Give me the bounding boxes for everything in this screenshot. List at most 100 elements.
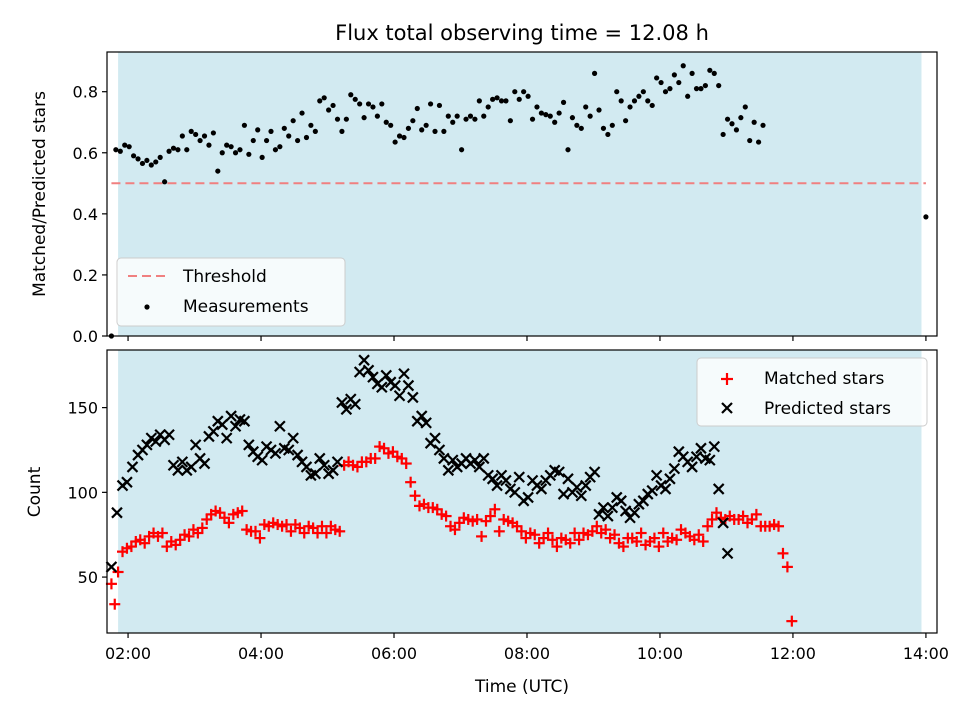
matched-star-point	[781, 561, 793, 573]
measurement-point	[574, 122, 580, 128]
measurement-point	[689, 70, 695, 76]
measurement-point	[467, 113, 474, 119]
measurement-point	[636, 93, 642, 99]
legend-matched-swatch	[721, 373, 733, 385]
predicted-star-point	[535, 483, 548, 495]
matched-points	[105, 441, 798, 627]
predicted-star-point	[579, 479, 592, 492]
predicted-star-point	[376, 381, 388, 394]
top-points	[108, 63, 929, 339]
measurement-point	[543, 112, 549, 118]
measurement-point	[716, 82, 722, 89]
predicted-star-point	[597, 501, 610, 514]
y-tick-label: 100	[67, 483, 98, 502]
predicted-star-point	[415, 410, 428, 422]
matched-star-point	[493, 525, 505, 537]
predicted-star-point	[407, 391, 419, 404]
predicted-star-point	[664, 473, 676, 485]
matched-star-point	[657, 527, 669, 539]
measurement-point	[512, 89, 518, 95]
measurement-point	[330, 102, 336, 109]
predicted-star-point	[358, 354, 370, 366]
measurement-point	[157, 154, 163, 160]
measurement-point	[162, 179, 168, 185]
matched-star-point	[600, 524, 612, 536]
predicted-star-point	[313, 452, 326, 465]
x-tick-label: 08:00	[504, 644, 550, 663]
predicted-star-point	[189, 439, 202, 451]
measurement-point	[148, 162, 154, 168]
predicted-star-point	[477, 452, 490, 465]
matched-star-point	[369, 452, 381, 464]
measurement-point	[702, 82, 708, 89]
predicted-star-point	[571, 481, 583, 494]
measurement-point	[671, 72, 677, 78]
measurement-point	[326, 107, 332, 113]
predicted-star-point	[274, 420, 286, 433]
bottom-axes-frame	[106, 349, 938, 634]
predicted-star-point	[668, 462, 681, 475]
predicted-star-point	[216, 418, 229, 431]
predicted-star-point	[340, 403, 353, 416]
measurement-point	[281, 125, 287, 131]
y-tick-label: 0.6	[73, 144, 98, 163]
measurement-point	[144, 157, 150, 164]
predicted-star-point	[141, 439, 153, 451]
matched-star-point	[471, 513, 483, 525]
measurement-point	[357, 101, 363, 107]
measurement-point	[224, 142, 230, 148]
predicted-star-point	[509, 486, 521, 499]
predicted-star-point	[380, 369, 393, 382]
matched-star-point	[139, 537, 151, 549]
measurement-point	[498, 98, 505, 104]
matched-star-point	[609, 529, 621, 541]
predicted-star-point	[318, 459, 330, 472]
predicted-star-point	[282, 444, 295, 456]
measurement-point	[445, 113, 451, 119]
measurement-point	[423, 122, 429, 128]
matched-star-point	[631, 535, 643, 547]
matched-star-point	[484, 510, 496, 522]
measurement-point	[525, 93, 531, 99]
measurement-point	[609, 122, 615, 128]
measurement-point	[751, 119, 757, 125]
predicted-star-point	[225, 410, 237, 422]
predicted-star-point	[126, 461, 139, 473]
predicted-points	[105, 354, 734, 573]
matched-star-point	[285, 525, 297, 537]
matched-star-point	[591, 520, 603, 532]
y-tick-label: 0.2	[73, 266, 98, 285]
measurement-point	[583, 104, 589, 110]
predicted-star-point	[398, 367, 410, 380]
measurement-point	[552, 119, 558, 125]
y-tick-label: 0.4	[73, 205, 98, 224]
matched-star-point	[773, 520, 785, 532]
measurement-point	[547, 113, 553, 119]
bottom-y-ticks: 50 100 150	[67, 399, 107, 587]
measurement-point	[529, 116, 536, 122]
measurement-point	[201, 133, 208, 139]
predicted-star-point	[238, 415, 251, 427]
predicted-star-point	[593, 508, 605, 521]
predicted-star-point	[628, 506, 641, 519]
measurement-point	[605, 131, 611, 138]
measurement-point	[685, 93, 691, 99]
predicted-star-point	[438, 452, 450, 465]
measurement-point	[379, 101, 385, 107]
predicted-star-point	[389, 379, 401, 392]
measurement-point	[623, 118, 629, 124]
matched-star-point	[737, 510, 749, 522]
predicted-star-point	[327, 464, 339, 477]
matched-star-point	[529, 529, 541, 541]
measurement-point	[170, 145, 177, 151]
measurement-point	[747, 137, 753, 144]
measurement-point	[272, 147, 279, 153]
measurement-point	[215, 168, 221, 174]
measurement-point	[698, 86, 704, 92]
measurement-point	[188, 128, 194, 134]
predicted-star-point	[121, 476, 133, 488]
measurement-point	[667, 86, 673, 92]
measurement-point	[565, 147, 571, 153]
x-axis-label: Time (UTC)	[474, 677, 569, 697]
predicted-star-point	[243, 439, 255, 451]
